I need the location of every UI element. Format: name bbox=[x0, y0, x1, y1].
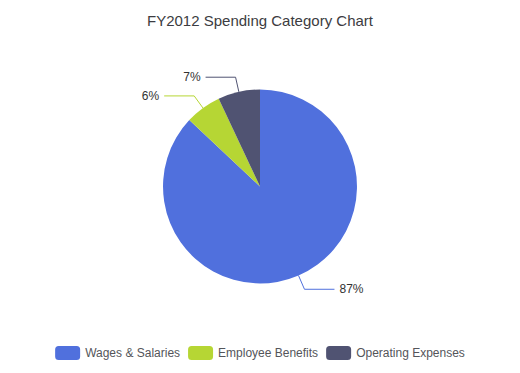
svg-text:FY2012 Spending Category Chart: FY2012 Spending Category Chart bbox=[147, 12, 374, 29]
svg-text:87%: 87% bbox=[339, 282, 363, 296]
svg-text:7%: 7% bbox=[183, 70, 201, 84]
svg-text:Wages & Salaries: Wages & Salaries bbox=[85, 346, 180, 360]
svg-text:Operating Expenses: Operating Expenses bbox=[356, 346, 465, 360]
svg-text:6%: 6% bbox=[142, 89, 160, 103]
svg-text:Employee Benefits: Employee Benefits bbox=[218, 346, 318, 360]
